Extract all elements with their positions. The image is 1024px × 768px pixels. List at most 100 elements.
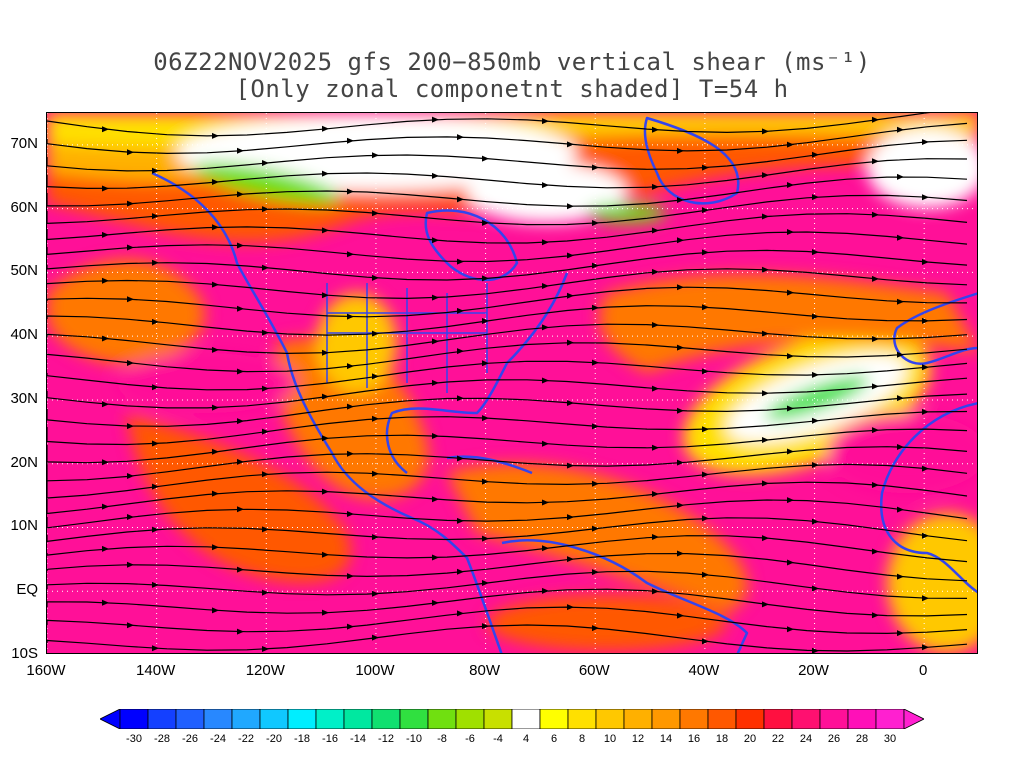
streamline-arrow <box>812 313 819 320</box>
lat-tick-label: 60N <box>10 198 38 216</box>
colorbar-tick-label: 18 <box>715 733 729 745</box>
streamline-arrow <box>897 173 904 180</box>
streamline <box>47 393 968 427</box>
streamline-arrow <box>897 573 904 580</box>
shear-field-shading <box>47 113 977 653</box>
streamline-arrow <box>787 448 794 455</box>
streamline-arrow <box>762 480 769 487</box>
streamline-arrow <box>677 612 684 619</box>
streamline-arrow <box>237 628 244 635</box>
streamline-arrow <box>787 228 794 235</box>
streamline-arrow <box>347 313 354 320</box>
streamline-arrow <box>432 338 439 345</box>
lon-tick-label: 140W <box>136 662 176 679</box>
streamline-arrow <box>702 207 709 214</box>
colorbar-cell <box>371 709 401 729</box>
streamline-arrow <box>787 559 794 566</box>
streamline-arrow <box>542 440 549 447</box>
streamline-arrow <box>127 296 134 303</box>
streamline-arrow <box>542 324 549 331</box>
streamline <box>47 446 968 482</box>
streamline-arrow <box>457 348 464 355</box>
streamline-arrow <box>127 561 134 568</box>
colorbar-tick-label: 28 <box>855 733 869 745</box>
lon-tick-label: 100W <box>355 662 395 679</box>
streamline-arrow <box>347 188 354 195</box>
streamline-arrow <box>702 638 709 645</box>
streamline-arrow <box>872 383 879 390</box>
streamline-arrow <box>372 274 379 281</box>
streamline-arrow <box>897 351 904 358</box>
streamline-arrow <box>152 483 159 490</box>
streamline-arrow <box>152 384 159 391</box>
colorbar-tick-label: -24 <box>210 733 226 745</box>
streamline-arrow <box>102 231 109 238</box>
streamline-arrow <box>542 282 549 289</box>
streamline-arrow <box>372 534 379 541</box>
streamline-arrow <box>652 227 659 234</box>
streamline-arrow <box>762 213 769 220</box>
colorbar-tick-label: 26 <box>827 733 841 745</box>
streamline-arrow <box>212 544 219 551</box>
streamline-arrow <box>127 423 134 430</box>
lon-tick-label: 160W <box>26 662 66 679</box>
colorbar-tick-label: -22 <box>238 733 254 745</box>
streamline-arrow <box>262 645 269 652</box>
streamline-arrow <box>567 462 574 469</box>
streamline-arrow <box>152 318 159 325</box>
streamline-arrow <box>102 126 109 133</box>
streamline-arrow <box>372 470 379 477</box>
streamline-arrow <box>592 262 599 269</box>
colorbar-cell <box>287 709 317 729</box>
streamline-arrow <box>592 569 599 576</box>
streamline-arrow <box>897 630 904 637</box>
streamline-arrow <box>872 116 879 123</box>
colorbar-tick-label: 14 <box>659 733 673 745</box>
streamline-arrow <box>787 181 794 188</box>
streamline-arrow <box>237 242 244 249</box>
streamline-arrow <box>542 118 549 125</box>
streamline-arrow <box>127 200 134 207</box>
lon-tick-label: 60W <box>578 662 610 679</box>
streamline-arrow <box>262 159 269 166</box>
streamline <box>47 428 968 464</box>
colorbar-cell <box>147 709 177 729</box>
colorbar <box>100 709 924 729</box>
streamline <box>47 481 968 515</box>
streamline-arrow <box>762 128 769 135</box>
streamline <box>47 122 968 155</box>
colorbar-underflow <box>100 709 121 729</box>
streamline-arrow <box>322 292 329 299</box>
colorbar-tick-label: -30 <box>126 733 142 745</box>
streamline-arrow <box>652 268 659 275</box>
colorbar-tick-label: -10 <box>406 733 422 745</box>
map-title-line2: [Only zonal componetnt shaded] T=54 h <box>235 75 789 103</box>
streamline-arrow <box>212 404 219 411</box>
shear-map-canvas <box>47 113 977 653</box>
streamline-arrow <box>457 258 464 265</box>
streamline-arrow <box>922 317 929 324</box>
streamline-arrow <box>482 155 489 162</box>
map-title-line1: 06Z22NOV2025 gfs 200−850mb vertical shea… <box>153 48 871 76</box>
streamline-arrow <box>262 428 269 435</box>
streamline-arrow <box>702 471 709 478</box>
streamline-arrow <box>127 244 134 251</box>
colorbar-tick-label: 10 <box>603 733 617 745</box>
streamline <box>47 176 968 207</box>
lat-tick-label: 20N <box>10 453 38 471</box>
streamline-arrow <box>237 368 244 375</box>
colorbar-cell <box>483 709 513 729</box>
colorbar-tick-label: -18 <box>294 733 310 745</box>
streamline-arrow <box>372 330 379 337</box>
streamline-arrow <box>127 514 134 521</box>
colorbar-tick-label: -12 <box>378 733 394 745</box>
streamline-arrow <box>432 599 439 606</box>
streamline-arrow <box>152 440 159 447</box>
lat-tick-label: 50N <box>10 262 38 280</box>
streamline-arrow <box>372 634 379 641</box>
colorbar-cell <box>651 709 681 729</box>
colorbar-tick-label: -28 <box>154 733 170 745</box>
streamline-arrow <box>212 448 219 455</box>
colorbar-cell <box>231 709 261 729</box>
streamline-arrow <box>457 134 464 141</box>
